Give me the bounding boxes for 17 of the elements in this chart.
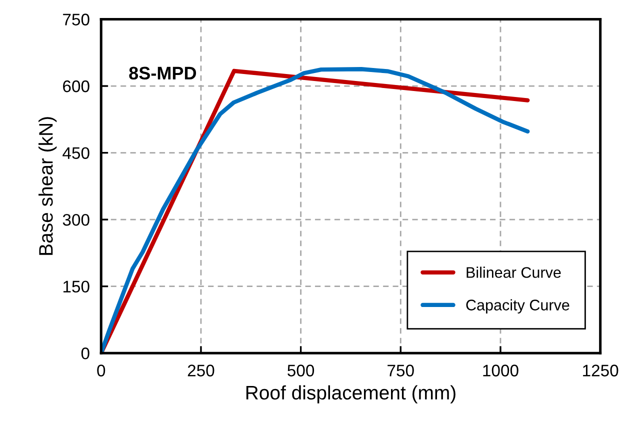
y-tick-label: 300 [62, 214, 90, 226]
legend-label: Capacity Curve [466, 299, 570, 314]
legend-label: Bilinear Curve [466, 266, 561, 278]
x-tick-label: 1000 [483, 364, 518, 376]
y-tick-label: 150 [63, 280, 90, 293]
x-tick-label: 1250 [583, 364, 618, 376]
x-tick-label: 250 [188, 364, 214, 376]
y-tick-label: 0 [81, 348, 90, 360]
y-tick-label: 450 [62, 147, 90, 159]
y-axis-title: Base shear (kN) [38, 117, 57, 255]
x-tick-label: 750 [388, 364, 414, 376]
y-tick-label: 600 [63, 80, 90, 92]
x-tick-label: 0 [97, 364, 106, 376]
y-tick-label: 750 [63, 14, 90, 26]
x-axis-title: Roof displacement (mm) [246, 385, 456, 404]
annotation: 8S-MPD [129, 66, 196, 80]
x-tick-label: 500 [288, 364, 314, 376]
